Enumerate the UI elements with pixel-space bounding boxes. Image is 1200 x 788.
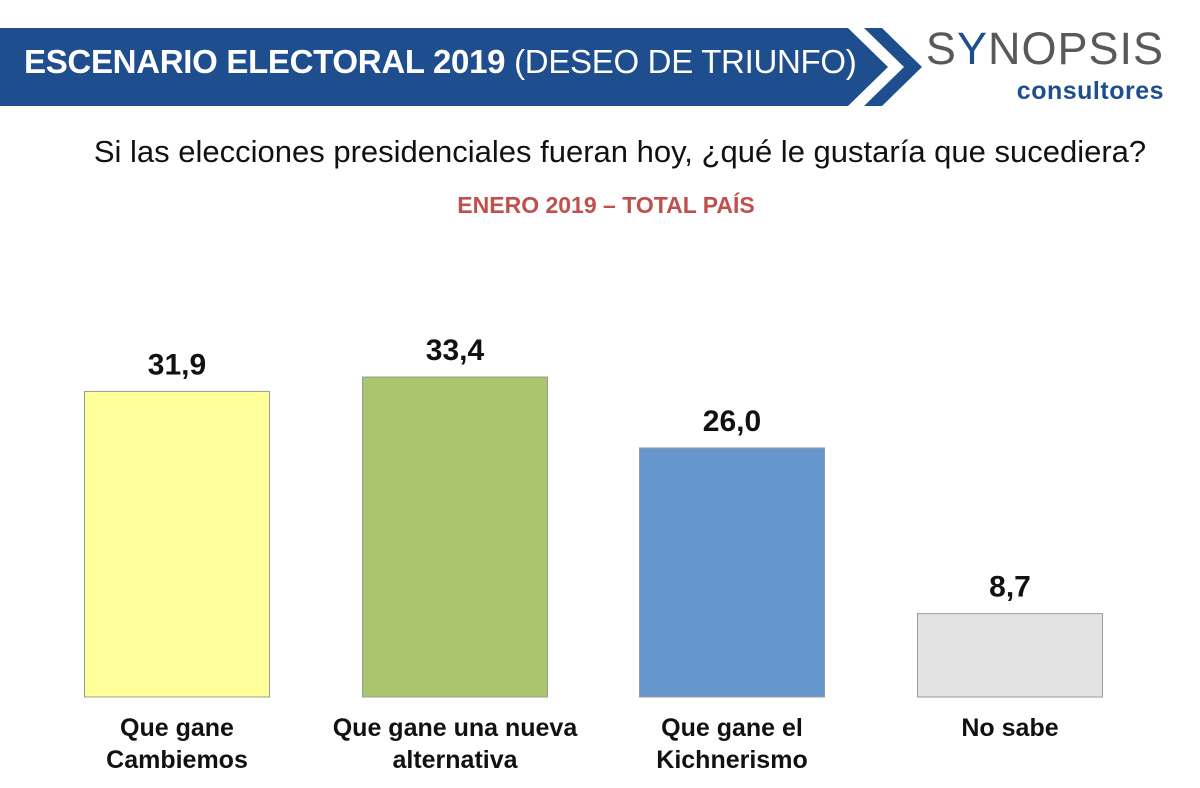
- category-label-2-2: alternativa: [392, 746, 518, 774]
- bar-4: [917, 613, 1103, 698]
- category-label-1-2: Cambiemos: [106, 746, 248, 774]
- chart-subtitle: ENERO 2019 – TOTAL PAÍS: [457, 192, 755, 218]
- data-label-2: 33,4: [426, 334, 485, 367]
- data-label-4: 8,7: [989, 571, 1031, 604]
- category-label-3-2: Kichnerismo: [656, 746, 807, 774]
- category-label-1-1: Que gane: [120, 714, 234, 742]
- bar-2: [362, 376, 548, 698]
- bar-1: [84, 390, 270, 698]
- title-subtitle: (DESEO DE TRIUNFO): [514, 43, 857, 80]
- category-label-3-1: Que gane el: [661, 714, 803, 742]
- data-label-3: 26,0: [703, 405, 761, 438]
- data-label-1: 31,9: [148, 348, 206, 381]
- category-label-2-1: Que gane una nueva: [333, 714, 579, 742]
- survey-question: Si las elecciones presidenciales fueran …: [93, 134, 1147, 169]
- page-title: ESCENARIO ELECTORAL 2019 (DESEO DE TRIUN…: [24, 43, 857, 81]
- title-bold: ESCENARIO ELECTORAL 2019: [24, 43, 506, 80]
- header-banner: [0, 28, 922, 106]
- bar-3: [639, 447, 825, 698]
- logo-subtitle: consultores: [1016, 77, 1164, 105]
- category-label-4-1: No sabe: [961, 714, 1058, 742]
- banner-bar: [0, 28, 888, 106]
- synopsis-logo: SYNOPSIS: [925, 23, 1164, 74]
- banner-chevron: [864, 28, 922, 106]
